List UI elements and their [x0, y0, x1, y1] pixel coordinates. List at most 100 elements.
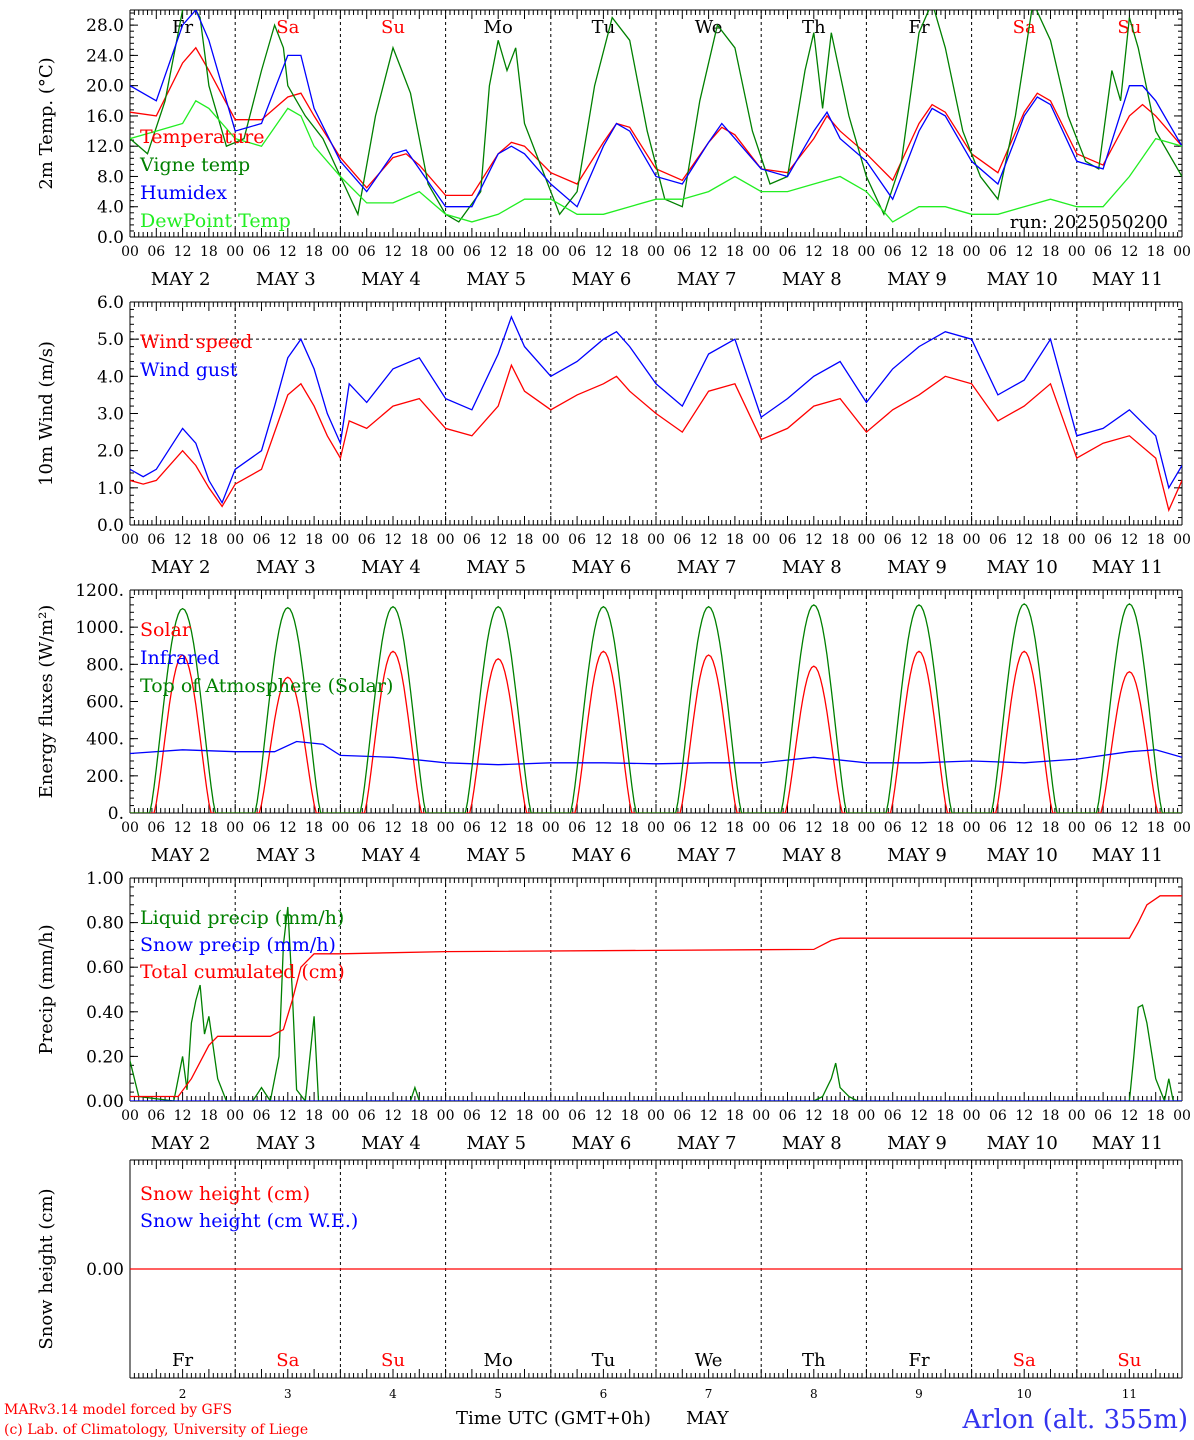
hour-tick-label: 06 — [884, 1108, 902, 1124]
series-line-wind-gust — [130, 315, 1182, 505]
hour-tick-label: 00 — [647, 532, 665, 548]
series-group — [130, 603, 1182, 813]
legend-entry: Infrared — [140, 647, 220, 669]
hour-tick-label: 00 — [542, 244, 560, 260]
hour-tick-label: 12 — [489, 820, 507, 836]
hour-tick-label: 00 — [1068, 244, 1086, 260]
y-tick-label: 400. — [86, 730, 124, 750]
hour-tick-label: 00 — [121, 1108, 139, 1124]
date-label: MAY 4 — [361, 845, 421, 866]
hour-tick-label: 00 — [1173, 532, 1191, 548]
date-label: MAY 9 — [887, 1133, 947, 1154]
y-tick-label: 1.0 — [97, 479, 124, 499]
chart-panel-1: 0.0 4.0 8.0 12.0 16.0 20.0 24.0 28.0 2m Temp. (°… — [36, 9, 1191, 290]
date-label: MAY 7 — [677, 557, 737, 578]
hour-tick-label: 00 — [542, 1108, 560, 1124]
day-label: Sa — [1013, 17, 1036, 38]
day-number: 11 — [1122, 1387, 1137, 1401]
hour-tick-label: 12 — [174, 532, 192, 548]
hour-tick-label: 00 — [121, 820, 139, 836]
hour-tick-label: 06 — [358, 244, 376, 260]
hour-tick-label: 06 — [147, 532, 165, 548]
hour-tick-label: 06 — [779, 532, 797, 548]
hour-tick-label: 00 — [963, 820, 981, 836]
y-tick-label: 0.80 — [86, 914, 124, 934]
hour-tick-label: 00 — [647, 244, 665, 260]
y-tick-label: 200. — [86, 767, 124, 787]
hour-tick-label: 18 — [200, 532, 218, 548]
hour-tick-label: 06 — [1094, 820, 1112, 836]
hour-tick-label: 00 — [647, 820, 665, 836]
day-label: Tu — [592, 17, 616, 38]
hour-tick-label: 06 — [673, 820, 691, 836]
y-tick-label: 16.0 — [86, 107, 124, 127]
hour-tick-label: 06 — [884, 820, 902, 836]
day-label: Th — [802, 17, 826, 38]
hour-tick-label: 18 — [200, 244, 218, 260]
hour-tick-label: 00 — [437, 820, 455, 836]
hour-tick-label: 18 — [1147, 1108, 1165, 1124]
day-label: Fr — [172, 1350, 193, 1371]
date-label: MAY 11 — [1092, 1133, 1163, 1154]
hour-tick-label: 12 — [384, 244, 402, 260]
date-label: MAY 2 — [151, 269, 211, 290]
hour-tick-label: 18 — [1042, 1108, 1060, 1124]
date-label: MAY 5 — [466, 1133, 526, 1154]
series-line-vigne-temp — [130, 10, 1182, 223]
hour-tick-label: 12 — [174, 820, 192, 836]
hour-tick-label: 18 — [410, 532, 428, 548]
day-label: Fr — [908, 17, 929, 38]
hour-tick-label: 18 — [936, 244, 954, 260]
hour-tick-label: 06 — [1094, 1108, 1112, 1124]
date-label: MAY 10 — [987, 269, 1058, 290]
series-line-liquid-precip-mm-h — [130, 906, 1182, 1101]
chart-panel-2: 0.0 1.0 2.0 3.0 4.0 5.0 6.0 10m Wind (m/s) 00 06 1… — [36, 293, 1191, 578]
y-tick-label: 800. — [86, 655, 124, 675]
date-label: MAY 9 — [887, 269, 947, 290]
hour-tick-label: 00 — [226, 820, 244, 836]
hour-tick-label: 00 — [1068, 1108, 1086, 1124]
hour-tick-label: 06 — [463, 820, 481, 836]
hour-tick-label: 00 — [752, 244, 770, 260]
day-label: Su — [1117, 1350, 1141, 1371]
hour-tick-label: 12 — [174, 1108, 192, 1124]
date-label: MAY 2 — [151, 1133, 211, 1154]
date-label: MAY 10 — [987, 845, 1058, 866]
y-tick-label: 24.0 — [86, 46, 124, 66]
date-label: MAY 7 — [677, 845, 737, 866]
hour-tick-label: 18 — [726, 820, 744, 836]
date-label: MAY 5 — [466, 269, 526, 290]
hour-tick-label: 12 — [1120, 532, 1138, 548]
date-label: MAY 8 — [782, 269, 842, 290]
hour-tick-label: 12 — [384, 1108, 402, 1124]
hour-tick-label: 18 — [621, 244, 639, 260]
date-label: MAY 7 — [677, 269, 737, 290]
hour-tick-label: 18 — [410, 244, 428, 260]
hour-tick-label: 06 — [673, 532, 691, 548]
legend-entry: Vigne temp — [139, 154, 250, 176]
hour-tick-label: 06 — [358, 532, 376, 548]
hour-tick-label: 06 — [1094, 244, 1112, 260]
hour-tick-label: 00 — [963, 532, 981, 548]
hour-tick-label: 00 — [963, 1108, 981, 1124]
day-label: Mo — [484, 1350, 513, 1371]
y-tick-label: 1000. — [75, 618, 124, 638]
day-number: 10 — [1017, 1387, 1032, 1401]
date-label: MAY 3 — [256, 557, 316, 578]
series-group — [130, 10, 1182, 223]
hour-tick-label: 06 — [147, 244, 165, 260]
hour-tick-label: 00 — [857, 532, 875, 548]
legend-entry: Humidex — [140, 182, 227, 204]
hour-tick-label: 00 — [752, 1108, 770, 1124]
day-label: Sa — [276, 17, 299, 38]
date-label: MAY 5 — [466, 557, 526, 578]
date-label: MAY 11 — [1092, 845, 1163, 866]
hour-tick-label: 12 — [384, 820, 402, 836]
date-label: MAY 5 — [466, 845, 526, 866]
hour-tick-label: 12 — [910, 532, 928, 548]
hour-tick-label: 06 — [989, 1108, 1007, 1124]
y-tick-label: 4.0 — [97, 198, 124, 218]
hour-tick-label: 06 — [253, 532, 271, 548]
y-tick-label: 5.0 — [97, 330, 124, 350]
hour-tick-label: 00 — [647, 1108, 665, 1124]
